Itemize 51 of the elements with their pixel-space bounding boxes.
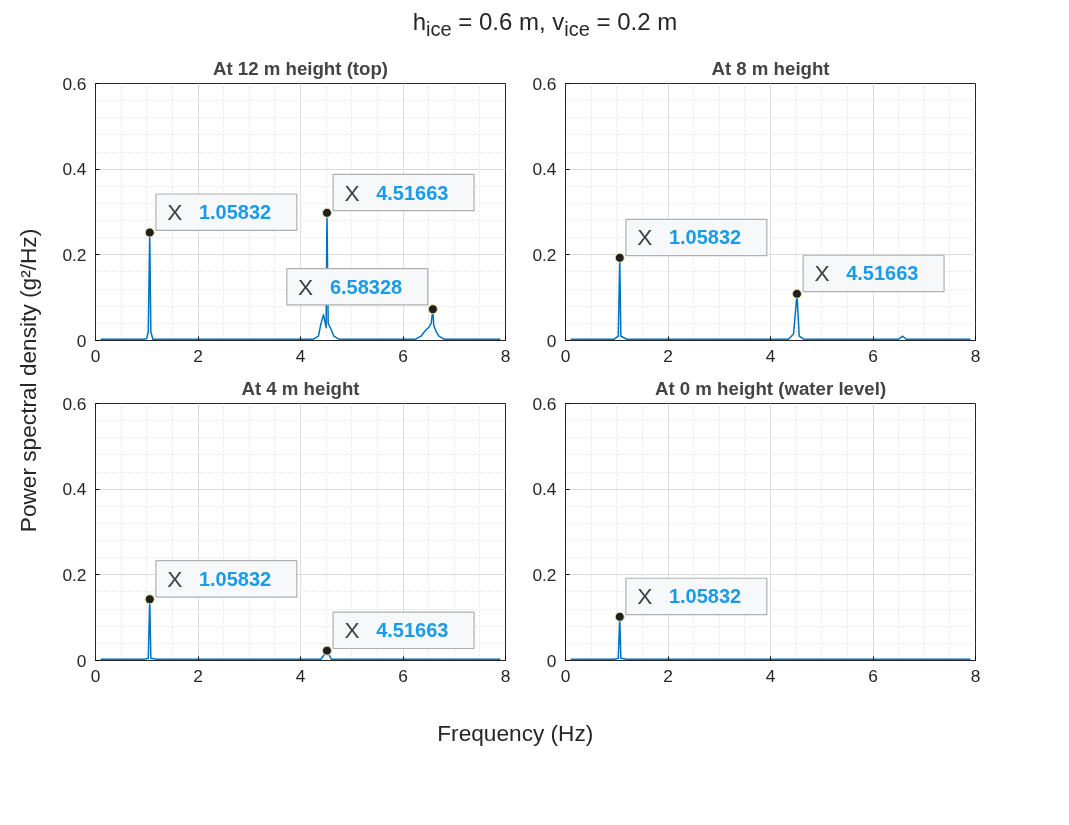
x-tick-label: 0 [90, 345, 101, 366]
y-tick-label: 0.6 [532, 393, 557, 414]
x-tick-label: 6 [398, 345, 408, 366]
x-tick-label: 0 [90, 665, 101, 686]
x-tick-label: 8 [500, 665, 511, 686]
annotation: X 1.05832 [167, 565, 272, 592]
x-tick-label: 2 [193, 665, 203, 686]
y-tick-label: 0.6 [532, 73, 557, 94]
annotation: X 4.51663 [814, 260, 919, 287]
x-tick-label: 6 [398, 665, 408, 686]
x-tick-label: 0 [560, 665, 571, 686]
y-tick-label: 0 [76, 650, 87, 671]
x-tick-label: 4 [295, 665, 306, 686]
y-tick-label: 0.2 [532, 244, 557, 265]
y-tick-label: 0.2 [532, 564, 557, 585]
text: h$_{ice}$ = 0.6 m, v$_{ice}$ = 0.2 m [411, 7, 679, 42]
annotation: X 6.58328 [298, 273, 403, 300]
annotation: X 1.05832 [637, 583, 742, 610]
y-tick-label: 0.2 [62, 564, 87, 585]
y-tick-label: 0 [546, 650, 557, 671]
annotation: X 1.05832 [637, 224, 742, 251]
x-axis-title: Frequency (Hz) [437, 720, 594, 746]
x-tick-label: 0 [560, 345, 571, 366]
x-tick-label: 4 [295, 345, 306, 366]
annotation: X 1.05832 [167, 199, 272, 226]
y-tick-label: 0.4 [62, 479, 87, 500]
x-tick-label: 4 [765, 345, 776, 366]
x-tick-label: 2 [663, 665, 673, 686]
x-tick-label: 8 [970, 665, 981, 686]
x-tick-label: 2 [193, 345, 203, 366]
y-tick-label: 0 [546, 330, 557, 351]
y-tick-label: 0.4 [62, 159, 87, 180]
y-tick-label: 0.2 [62, 244, 87, 265]
y-tick-label: 0.6 [62, 393, 87, 414]
y-tick-label: 0.4 [532, 479, 557, 500]
annotation: X 4.51663 [344, 617, 449, 644]
chart-title: At 8 m height [711, 57, 830, 79]
x-tick-label: 8 [500, 345, 511, 366]
x-tick-label: 8 [970, 345, 981, 366]
y-tick-label: 0.4 [532, 159, 557, 180]
x-tick-label: 2 [663, 345, 673, 366]
x-tick-label: 6 [868, 345, 878, 366]
chart-title: At 0 m height (water level) [654, 377, 887, 399]
chart-title: At 4 m height [241, 377, 360, 399]
x-tick-label: 4 [765, 665, 776, 686]
y-tick-label: 0 [76, 330, 87, 351]
annotation: X 4.51663 [344, 179, 449, 206]
chart-title: At 12 m height (top) [212, 57, 389, 79]
y-tick-label: 0.6 [62, 73, 87, 94]
y-axis-title: Power spectral density (g²/Hz) [15, 228, 41, 533]
x-tick-label: 6 [868, 665, 878, 686]
